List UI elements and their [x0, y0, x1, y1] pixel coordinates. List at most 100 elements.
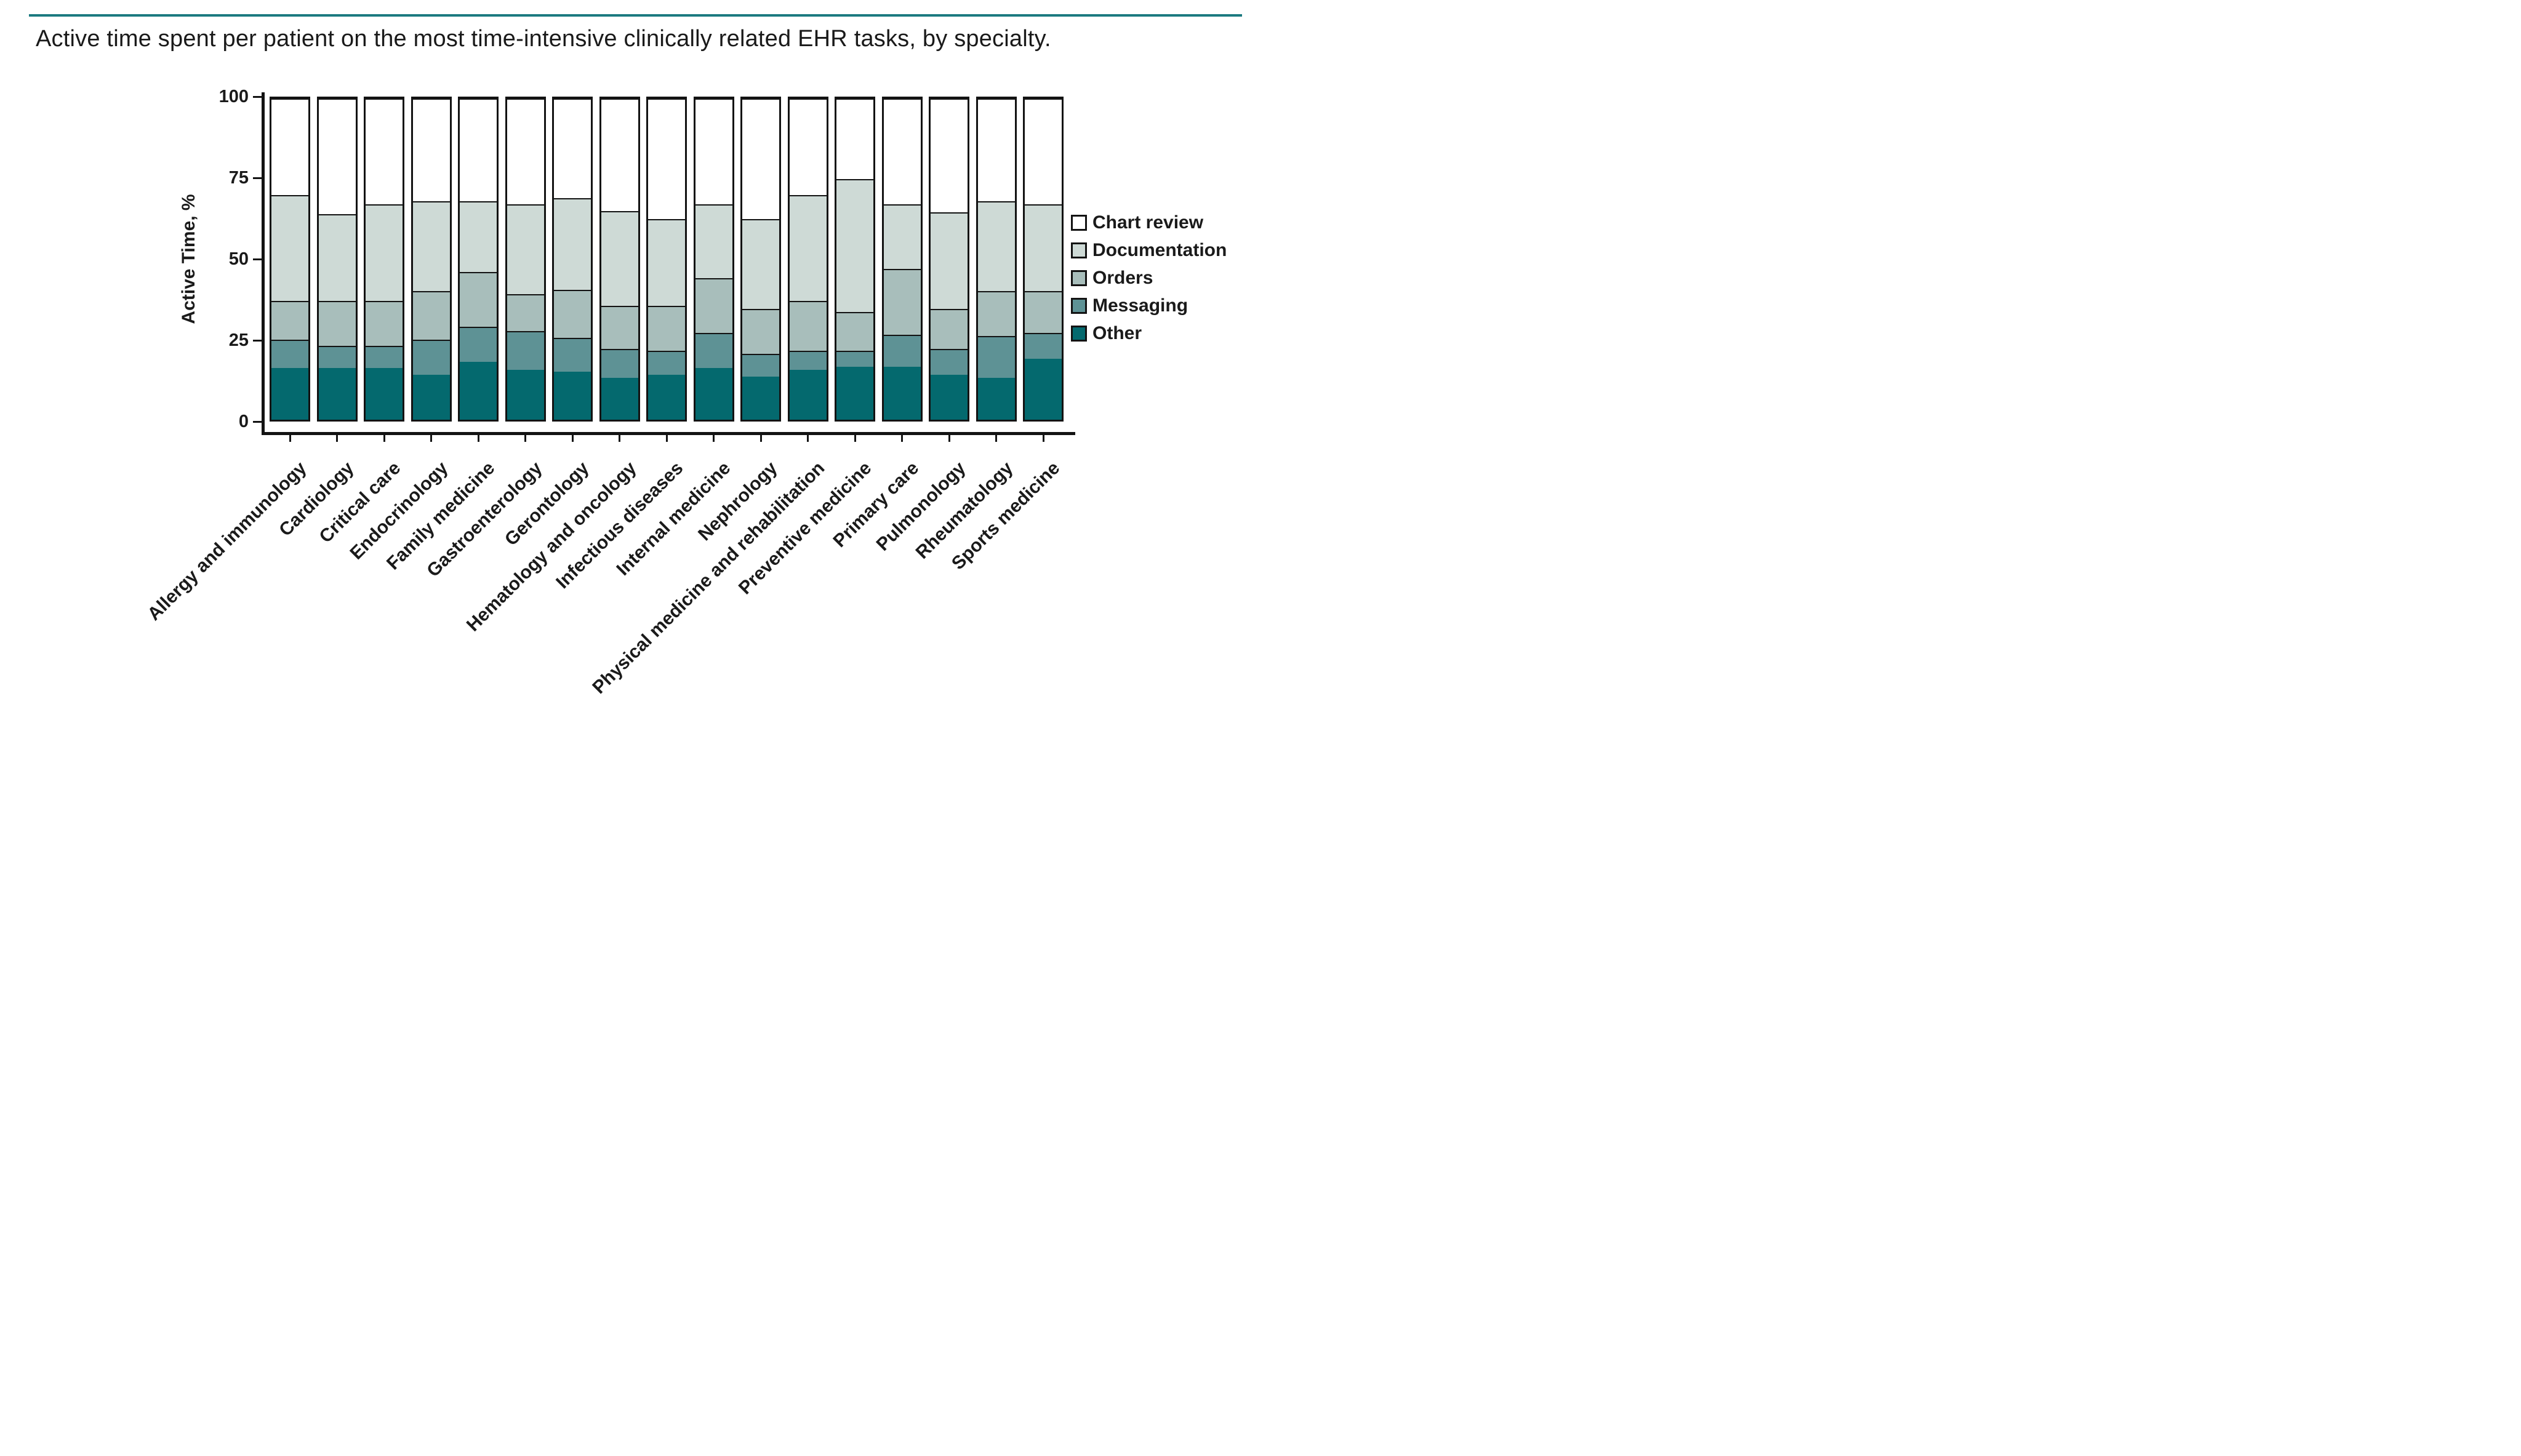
segment-rheumatology-orders — [977, 291, 1015, 337]
segment-endocrinology-other — [412, 374, 450, 420]
legend-label-chart-review: Chart review — [1092, 212, 1204, 233]
segment-infectious-diseases-documentation — [648, 218, 685, 306]
x-tick-pulmonology — [948, 435, 950, 442]
legend-swatch-other — [1071, 326, 1087, 342]
figure-title: Active time spent per patient on the mos… — [36, 26, 1051, 52]
segment-primary-care-orders — [883, 268, 921, 335]
segment-preventive-medicine-orders — [836, 312, 873, 351]
bar-gerontology — [552, 97, 593, 422]
segment-infectious-diseases-orders — [648, 305, 685, 351]
y-tick-25 — [253, 339, 262, 342]
segment-gastroenterology-messaging — [507, 331, 544, 370]
segment-critical-care-documentation — [366, 204, 403, 301]
segment-internal-medicine-orders — [695, 278, 732, 334]
legend-item-documentation: Documentation — [1071, 240, 1227, 261]
segment-family-medicine-messaging — [460, 326, 497, 362]
segment-hematology-and-oncology-documentation — [601, 210, 638, 306]
y-axis-title: Active Time, % — [178, 194, 199, 324]
segment-allergy-and-immunology-orders — [271, 300, 308, 340]
segment-sports-medicine-messaging — [1025, 333, 1062, 359]
segment-cardiology-documentation — [318, 214, 356, 301]
x-tick-hematology-and-oncology — [619, 435, 620, 442]
y-tick-0 — [253, 420, 262, 423]
segment-critical-care-messaging — [366, 345, 403, 369]
segment-hematology-and-oncology-other — [601, 378, 638, 420]
y-tick-label-75: 75 — [228, 168, 249, 188]
segment-sports-medicine-chart-review — [1025, 98, 1062, 205]
segment-critical-care-orders — [366, 300, 403, 346]
segment-physical-medicine-and-rehabilitation-documentation — [789, 194, 827, 301]
segment-gastroenterology-documentation — [507, 204, 544, 295]
segment-pulmonology-documentation — [931, 212, 968, 309]
segment-internal-medicine-documentation — [695, 204, 732, 279]
segment-sports-medicine-orders — [1025, 291, 1062, 334]
segment-gerontology-documentation — [554, 198, 591, 290]
segment-primary-care-documentation — [883, 204, 921, 269]
segment-nephrology-chart-review — [742, 98, 779, 219]
bar-sports-medicine — [1023, 97, 1064, 422]
segment-primary-care-other — [883, 366, 921, 420]
x-tick-preventive-medicine — [854, 435, 856, 442]
segment-nephrology-documentation — [742, 218, 779, 309]
bar-critical-care — [364, 97, 404, 422]
segment-critical-care-other — [366, 368, 403, 420]
legend-item-orders: Orders — [1071, 268, 1153, 289]
segment-pulmonology-orders — [931, 308, 968, 350]
segment-hematology-and-oncology-messaging — [601, 349, 638, 378]
segment-endocrinology-messaging — [412, 339, 450, 375]
segment-hematology-and-oncology-orders — [601, 305, 638, 350]
segment-critical-care-chart-review — [366, 98, 403, 205]
segment-physical-medicine-and-rehabilitation-other — [789, 370, 827, 420]
y-tick-50 — [253, 258, 262, 260]
segment-allergy-and-immunology-chart-review — [271, 98, 308, 195]
x-tick-gerontology — [571, 435, 574, 442]
x-tick-infectious-diseases — [665, 435, 668, 442]
segment-nephrology-orders — [742, 308, 779, 354]
segment-rheumatology-messaging — [977, 336, 1015, 378]
segment-cardiology-chart-review — [318, 98, 356, 214]
segment-primary-care-chart-review — [883, 98, 921, 205]
segment-family-medicine-chart-review — [460, 98, 497, 202]
segment-gastroenterology-other — [507, 370, 544, 420]
segment-allergy-and-immunology-documentation — [271, 194, 308, 301]
segment-internal-medicine-chart-review — [695, 98, 732, 205]
segment-endocrinology-orders — [412, 291, 450, 340]
x-tick-physical-medicine-and-rehabilitation — [807, 435, 809, 442]
legend-label-messaging: Messaging — [1092, 295, 1188, 316]
segment-hematology-and-oncology-chart-review — [601, 98, 638, 211]
x-tick-internal-medicine — [713, 435, 715, 442]
segment-gerontology-messaging — [554, 337, 591, 372]
legend-label-other: Other — [1092, 323, 1142, 343]
segment-gastroenterology-chart-review — [507, 98, 544, 205]
bar-preventive-medicine — [835, 97, 875, 422]
segment-physical-medicine-and-rehabilitation-chart-review — [789, 98, 827, 195]
segment-endocrinology-chart-review — [412, 98, 450, 202]
segment-family-medicine-other — [460, 362, 497, 420]
segment-allergy-and-immunology-messaging — [271, 339, 308, 369]
segment-cardiology-messaging — [318, 345, 356, 369]
y-axis-spine — [262, 92, 265, 435]
segment-rheumatology-documentation — [977, 201, 1015, 292]
bar-rheumatology — [976, 97, 1017, 422]
segment-physical-medicine-and-rehabilitation-messaging — [789, 350, 827, 370]
bar-internal-medicine — [693, 97, 734, 422]
segment-gerontology-orders — [554, 289, 591, 338]
segment-family-medicine-orders — [460, 271, 497, 327]
segment-cardiology-orders — [318, 300, 356, 346]
segment-internal-medicine-messaging — [695, 333, 732, 369]
x-tick-endocrinology — [430, 435, 432, 442]
segment-physical-medicine-and-rehabilitation-orders — [789, 300, 827, 351]
x-axis-spine — [262, 432, 1075, 435]
y-tick-label-50: 50 — [228, 249, 249, 269]
segment-gerontology-other — [554, 371, 591, 420]
segment-sports-medicine-documentation — [1025, 204, 1062, 292]
segment-rheumatology-chart-review — [977, 98, 1015, 202]
segment-cardiology-other — [318, 368, 356, 420]
x-tick-sports-medicine — [1042, 435, 1044, 442]
x-tick-primary-care — [901, 435, 903, 442]
y-tick-100 — [253, 95, 262, 98]
segment-gerontology-chart-review — [554, 98, 591, 198]
segment-infectious-diseases-messaging — [648, 350, 685, 375]
figure-canvas: Active time spent per patient on the mos… — [0, 0, 1260, 728]
segment-pulmonology-messaging — [931, 349, 968, 375]
